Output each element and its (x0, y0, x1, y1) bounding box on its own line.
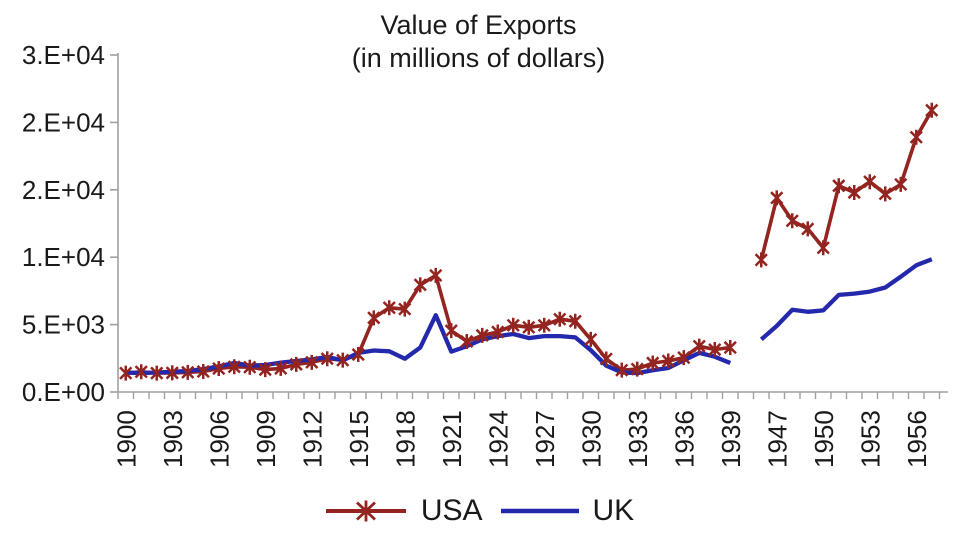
x-axis-ticks (117, 392, 941, 399)
chart-title-line2: (in millions of dollars) (351, 43, 606, 73)
y-tick-label: 2.E+04 (22, 175, 105, 205)
x-tick-label: 1936 (669, 410, 699, 468)
x-tick-label: 1912 (297, 410, 327, 468)
x-axis-labels: 1900 1903 1906 1909 1912 1915 1918 1921 1924 1927… (111, 410, 932, 468)
x-tick-label: 1933 (623, 410, 653, 468)
x-tick-label: 1939 (716, 410, 746, 468)
x-tick-label: 1921 (437, 410, 467, 468)
y-tick-label: 3.E+04 (22, 40, 105, 70)
legend-item-uk: UK (499, 494, 635, 528)
usa-series-markers (119, 102, 939, 381)
x-tick-label: 1927 (530, 410, 560, 468)
y-tick-label: 2.E+04 (22, 107, 105, 137)
chart-title: Value of Exports (in millions of dollars… (0, 9, 957, 75)
legend-label-uk: UK (592, 494, 635, 527)
x-tick-label: 1950 (809, 410, 839, 468)
x-tick-label: 1953 (855, 410, 885, 468)
y-tick-label: 5.E+03 (22, 310, 105, 340)
x-tick-label: 1947 (762, 410, 792, 468)
x-tick-label: 1900 (111, 410, 141, 468)
x-tick-label: 1903 (158, 410, 188, 468)
y-tick-label: 0.E+00 (22, 377, 105, 407)
usa-legend-sample-icon (325, 500, 406, 522)
chart-title-line1: Value of Exports (380, 10, 577, 40)
x-tick-label: 1909 (251, 410, 281, 468)
x-tick-label: 1918 (390, 410, 420, 468)
y-tick-label: 1.E+04 (22, 242, 105, 272)
legend-label-usa: USA (420, 494, 483, 527)
uk-legend-sample-icon (500, 508, 579, 514)
x-tick-label: 1930 (576, 410, 606, 468)
legend: USA UK (0, 494, 957, 528)
y-axis-ticks: 0.E+00 5.E+03 1.E+04 2.E+04 2.E+04 3.E+04 (22, 40, 118, 407)
x-tick-label: 1924 (483, 410, 513, 468)
uk-series-line (125, 257, 933, 376)
legend-item-usa: USA (323, 494, 483, 528)
x-tick-label: 1915 (344, 410, 374, 468)
x-tick-label: 1906 (204, 410, 234, 468)
x-tick-label: 1956 (902, 410, 932, 468)
